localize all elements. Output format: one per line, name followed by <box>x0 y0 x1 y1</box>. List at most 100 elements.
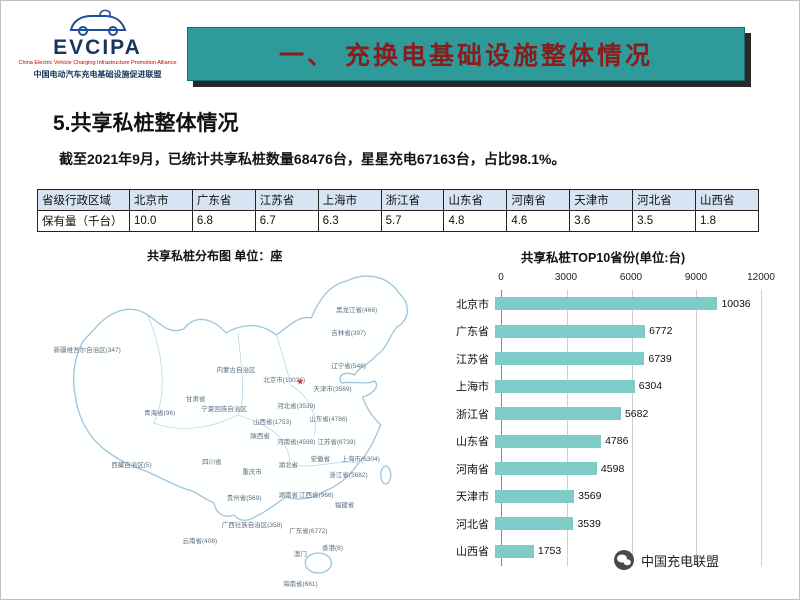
chart-gridlines <box>501 290 762 566</box>
map-province-label: 福建省 <box>334 501 355 509</box>
axis-tick-label: 9000 <box>684 272 708 283</box>
bar-value-label: 10036 <box>721 297 751 310</box>
map-panel: 共享私桩分布图 单位：座 新疆维吾尔自治区(347) 黑龙 <box>35 247 437 593</box>
bar-row: 北京市 10036 <box>443 290 763 318</box>
logo-subtitle-cn: 中国电动汽车充电基础设施促进联盟 <box>33 69 162 79</box>
map-province-label: 澳门 <box>293 551 307 559</box>
map-province-label: 海南省(681) <box>282 581 318 589</box>
map-labels: 新疆维吾尔自治区(347) 黑龙江省(466) 吉林省(397) 辽宁省(546) 内蒙… <box>35 263 437 593</box>
map-province-label: 浙江省(5682) <box>329 472 368 480</box>
table-header-cell: 河北省 <box>632 189 697 211</box>
chart-rows: 北京市 10036 广东省 6772 江苏省 6739 上海市 6304 浙江省 5682 山东省 4… <box>443 288 763 565</box>
bar-row: 山东省 4786 <box>443 428 763 456</box>
table-header-cell: 山东省 <box>443 189 508 211</box>
table-cell: 4.8 <box>443 210 508 232</box>
bar-track: 3539 <box>495 510 761 538</box>
table-cell: 5.7 <box>380 210 445 232</box>
table-cell: 3.5 <box>632 210 697 232</box>
china-map: 新疆维吾尔自治区(347) 黑龙江省(466) 吉林省(397) 辽宁省(546) 内蒙… <box>35 263 437 593</box>
table-header-cell: 山西省 <box>695 189 759 211</box>
bar-value-label: 4598 <box>600 462 625 475</box>
bar <box>495 517 574 531</box>
bar-row: 广东省 6772 <box>443 318 763 346</box>
bar-row: 江苏省 6739 <box>443 345 763 373</box>
table-row: 保有量（千台） 10.0 6.8 6.7 6.3 5.7 4.8 4.6 3.6 3.5 1.8 <box>37 210 759 232</box>
bar-category-label: 山西省 <box>456 546 489 559</box>
section-banner: 一、 充换电基础设施整体情况 <box>187 27 745 81</box>
table-cell: 10.0 <box>129 210 193 232</box>
map-province-label: 黑龙江省(466) <box>336 307 378 315</box>
bar-row: 河北省 3539 <box>443 510 763 538</box>
map-province-label: 青海省(96) <box>144 409 176 417</box>
bar-row: 浙江省 5682 <box>443 400 763 428</box>
bar-category-label: 河南省 <box>456 463 489 476</box>
bar-track: 6772 <box>495 318 761 346</box>
bar-category-label: 天津市 <box>456 491 489 504</box>
bar <box>495 324 646 338</box>
bar <box>495 462 597 476</box>
map-province-label: 上海市(6304) <box>341 455 380 463</box>
bar-value-label: 6772 <box>649 325 673 338</box>
logo-brand-text: EVCIPA <box>53 36 142 59</box>
bar-value-label: 3539 <box>577 517 601 530</box>
bar-track: 6739 <box>495 345 761 373</box>
table-cell: 保有量（千台） <box>37 210 130 232</box>
bar <box>495 489 575 503</box>
map-province-label: 内蒙古自治区 <box>216 366 256 374</box>
bar-row: 上海市 6304 <box>443 373 763 401</box>
bar-category-label: 山东省 <box>456 436 489 449</box>
logo-subtitle-en: China Electric Vehicle Charging Infrastr… <box>18 60 177 67</box>
chart-title: 共享私桩TOP10省份(单位:台) <box>520 251 686 265</box>
map-province-label: 四川省 <box>202 459 222 466</box>
map-province-label: 甘肃省 <box>186 396 206 404</box>
table-cell: 4.6 <box>506 210 571 232</box>
map-province-label: 辽宁省(546) <box>331 363 366 371</box>
bar-track: 6304 <box>495 373 761 401</box>
bar-track: 5682 <box>495 400 761 428</box>
map-province-label: 广东省(6772) <box>289 528 328 536</box>
table-header-row: 省级行政区域 北京市 广东省 江苏省 上海市 浙江省 山东省 河南省 天津市 河北省 山西省 <box>37 189 759 211</box>
summary-text: 截至2021年9月，已统计共享私桩数量68476台，星星充电67163台，占比9… <box>59 151 566 167</box>
gridline <box>761 290 762 566</box>
evcipa-car-icon <box>69 9 126 36</box>
bar-track: 3569 <box>495 483 761 511</box>
bar <box>495 352 645 366</box>
bar-row: 天津市 3569 <box>443 483 763 511</box>
axis-tick-label: 0 <box>498 272 504 283</box>
map-province-label: 湖南省 <box>278 492 299 499</box>
table-header-cell: 上海市 <box>317 189 382 211</box>
axis-tick-label: 12000 <box>747 272 775 283</box>
bar <box>495 544 534 558</box>
map-province-label: 江苏省(6739) <box>317 439 356 447</box>
bar-category-label: 河北省 <box>456 518 489 531</box>
top10-bar-chart: 共享私桩TOP10省份(单位:台) 0 3000 6000 9000 12000 北京市… <box>443 247 775 583</box>
map-province-label: 河南省(4598) <box>277 439 316 447</box>
map-province-label: 吉林省(397) <box>331 330 366 338</box>
map-province-label: 贵州省(569) <box>226 495 262 503</box>
bar-category-label: 广东省 <box>456 326 489 339</box>
bar-track: 1753 <box>495 538 761 566</box>
axis-tick-label: 3000 <box>554 272 578 283</box>
map-province-label: 天津市(3569) <box>313 386 352 394</box>
bar-track: 4598 <box>495 455 761 483</box>
map-province-label: 香港(8) <box>321 544 343 552</box>
table-header-cell: 江苏省 <box>254 189 319 211</box>
bar-value-label: 5682 <box>624 407 649 420</box>
beijing-star-icon: ★ <box>296 376 305 387</box>
table-header-cell: 河南省 <box>506 189 571 211</box>
map-province-label: 山东省(4786) <box>309 416 348 424</box>
bar-track: 10036 <box>495 290 761 318</box>
gridline <box>566 290 568 566</box>
bar <box>495 434 602 448</box>
bar <box>495 297 718 311</box>
map-province-label: 西藏自治区(5) <box>111 462 152 470</box>
gridline <box>696 290 698 566</box>
map-province-label: 北京市(10036) <box>263 376 306 384</box>
banner-title: 一、 充换电基础设施整体情况 <box>279 42 653 70</box>
map-province-label: 云南省(408) <box>182 538 218 546</box>
table-header-cell: 广东省 <box>191 189 256 211</box>
table-cell: 1.8 <box>695 210 759 232</box>
bar-category-label: 浙江省 <box>456 408 489 421</box>
axis-tick-label: 6000 <box>619 272 643 283</box>
table-header-cell: 天津市 <box>569 189 634 211</box>
